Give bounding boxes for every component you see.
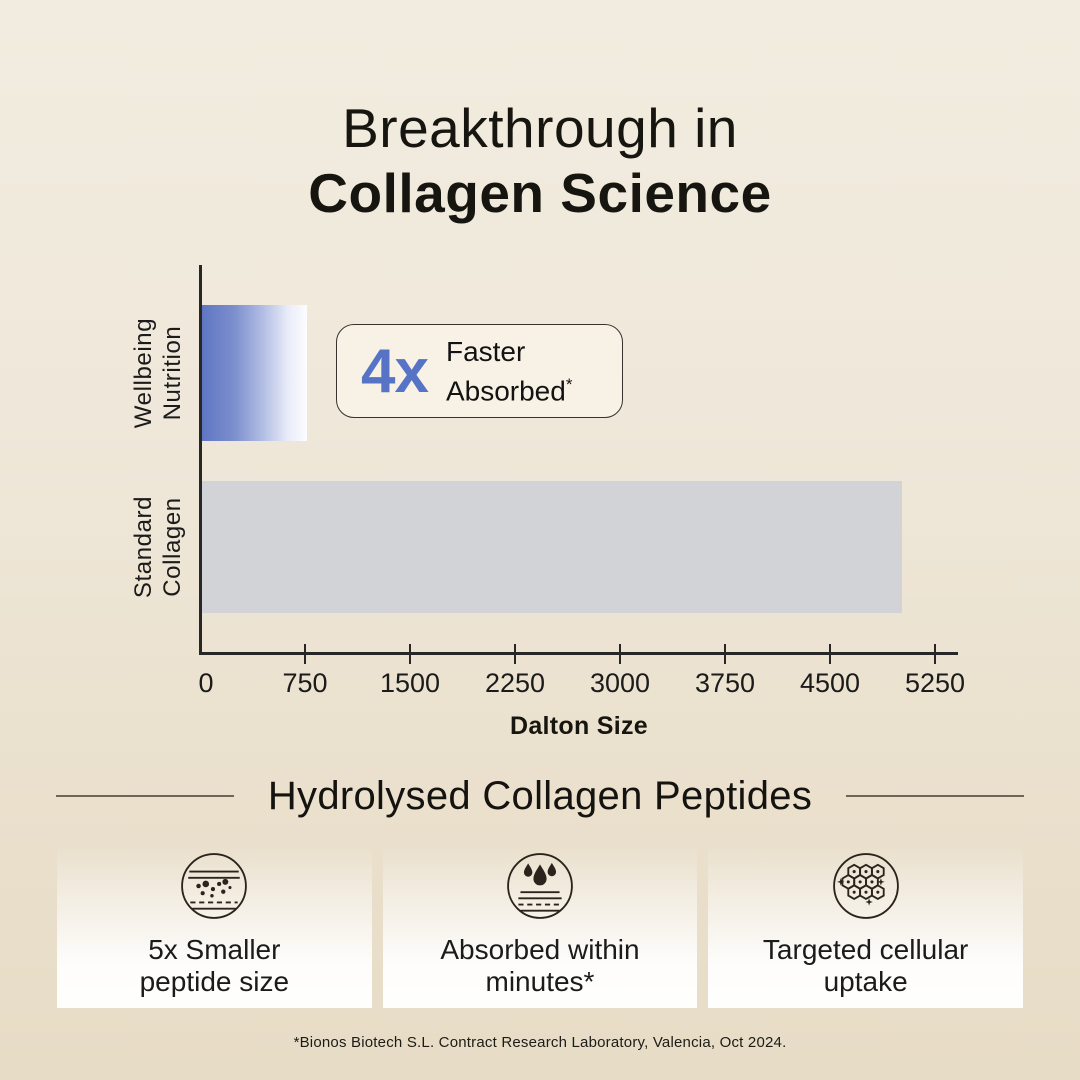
badge-multiplier: 4x	[361, 336, 429, 406]
bar-chart: Wellbeing Nutrition Standard Collagen 0 750 15…	[126, 265, 966, 698]
x-axis-line	[199, 652, 958, 655]
card-label-line-1: Absorbed within	[440, 934, 640, 965]
card-label: 5x Smaller peptide size	[140, 934, 289, 998]
bar-standard-collagen	[202, 481, 902, 613]
y-category-label-line: Standard	[130, 495, 157, 599]
card-label-line-2: minutes*	[485, 966, 595, 997]
x-tick-label: 750	[282, 668, 328, 698]
badge-line-2: Absorbed	[445, 375, 566, 407]
y-axis-line	[199, 265, 202, 655]
y-category-label-line: Collagen	[159, 497, 186, 597]
x-tick-label: 2250	[484, 668, 546, 698]
section-heading-row: Hydrolysed Collagen Peptides	[0, 768, 1080, 824]
feature-cards: 5x Smaller peptide size Absorbed within …	[57, 845, 1023, 1008]
section-heading: Hydrolysed Collagen Peptides	[267, 773, 813, 818]
multiplier-badge: 4x Faster Absorbed*	[336, 324, 623, 418]
x-tick-mark	[409, 644, 411, 664]
card-smaller-peptides: 5x Smaller peptide size	[57, 845, 372, 1008]
x-tick-mark	[724, 644, 726, 664]
card-label-line-1: Targeted cellular	[762, 934, 969, 965]
title-line-1: Breakthrough in	[342, 97, 738, 159]
y-category-label-line: Nutrition	[159, 325, 186, 421]
x-tick-mark	[829, 644, 831, 664]
card-label-line-2: peptide size	[139, 966, 290, 997]
y-category-label: Standard Collagen	[126, 462, 190, 632]
x-tick-mark	[619, 644, 621, 664]
card-label: Targeted cellular uptake	[763, 934, 968, 998]
x-tick-mark	[304, 644, 306, 664]
title-line-2: Collagen Science	[308, 162, 772, 224]
x-tick-label: 1500	[379, 668, 441, 698]
droplets-absorption-icon	[507, 853, 573, 919]
badge-text: Faster Absorbed*	[446, 335, 573, 407]
x-tick-label: 3000	[589, 668, 651, 698]
page-title: Breakthrough in Collagen Science	[0, 96, 1080, 226]
y-category-label-line: Wellbeing	[130, 317, 157, 429]
heading-rule-left	[56, 795, 234, 797]
badge-line-1: Faster	[445, 335, 526, 367]
badge-asterisk: *	[565, 374, 573, 394]
y-category-label: Wellbeing Nutrition	[126, 288, 190, 458]
cellular-uptake-icon	[832, 853, 899, 919]
skin-peptides-icon	[181, 853, 248, 919]
footnote: *Bionos Biotech S.L. Contract Research L…	[293, 1034, 787, 1051]
card-fast-absorption: Absorbed within minutes*	[382, 845, 698, 1008]
card-label-line-1: 5x Smaller	[148, 934, 281, 965]
x-tick-label: 5250	[904, 668, 966, 698]
bar-wellbeing-nutrition	[202, 305, 307, 441]
heading-rule-right	[846, 795, 1024, 797]
card-label: Absorbed within minutes*	[440, 934, 639, 998]
x-tick-mark	[514, 644, 516, 664]
x-tick-mark	[934, 644, 936, 664]
card-label-line-2: uptake	[823, 966, 908, 997]
x-tick-label: 0	[198, 668, 214, 698]
x-tick-label: 3750	[694, 668, 756, 698]
x-tick-label: 4500	[799, 668, 861, 698]
card-cellular-uptake: Targeted cellular uptake	[708, 845, 1023, 1008]
x-axis-title: Dalton Size	[509, 712, 649, 740]
